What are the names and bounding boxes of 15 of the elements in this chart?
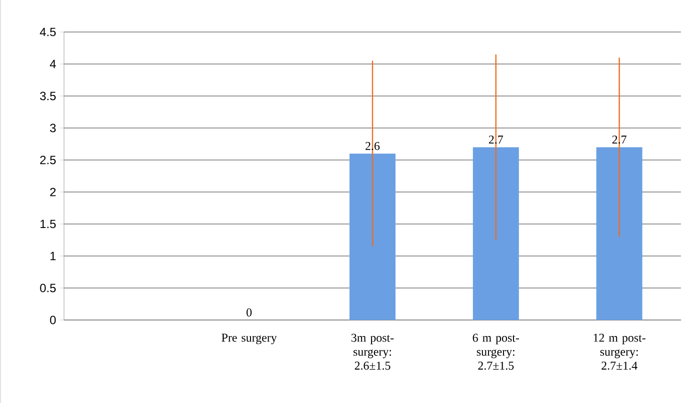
y-tick-label: 2.5 [40, 156, 56, 164]
x-tick-label: 12 m post-surgery: 2.7±1.4 [594, 334, 646, 370]
x-tick-label: Pre surgery [222, 334, 277, 344]
x-tick-label: 6 m post-surgery: 2.7±1.5 [472, 334, 520, 370]
data-label: 0 [246, 308, 252, 316]
y-tick-label: 0.5 [40, 284, 56, 292]
y-tick-label: 4 [50, 60, 56, 68]
y-tick-label: 1.5 [40, 220, 56, 228]
x-tick-label: 3m post-surgery: 2.6±1.5 [351, 334, 394, 370]
y-tick-label: 3 [50, 124, 56, 132]
y-tick-label: 3.5 [40, 92, 56, 100]
y-tick-label: 0 [50, 316, 56, 324]
y-tick-label: 1 [50, 252, 56, 260]
y-tick-label: 2 [50, 188, 56, 196]
y-tick-label: 4.5 [40, 28, 56, 36]
